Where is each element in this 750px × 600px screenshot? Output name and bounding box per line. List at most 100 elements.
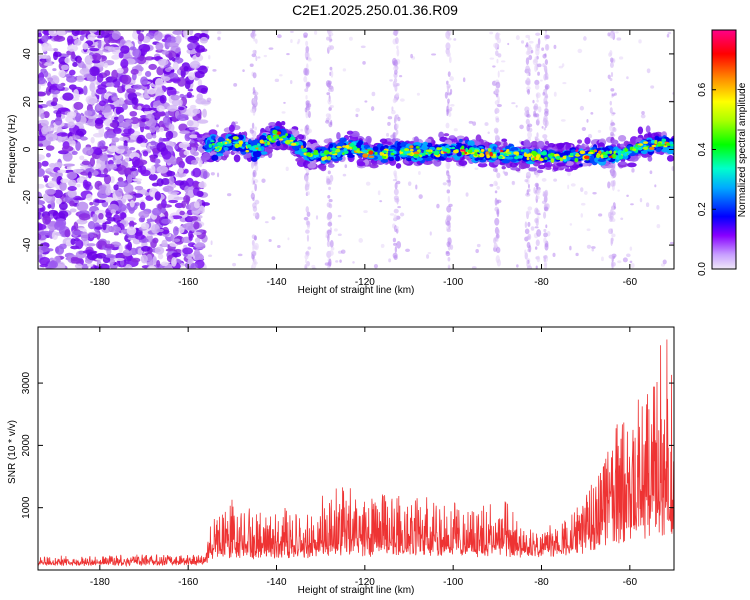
noise-blob	[140, 222, 150, 230]
noise-blob	[84, 110, 93, 117]
noise-blob	[160, 199, 167, 209]
colorbar-tick-label: 0.2	[697, 202, 708, 216]
noise-blob	[107, 203, 119, 212]
noise-blob	[104, 243, 115, 249]
ridge-peak-blob	[312, 152, 319, 155]
noise-blob	[155, 126, 161, 133]
streak-blob	[609, 217, 613, 222]
noise-blob	[109, 226, 121, 233]
scatter-blob	[654, 184, 657, 188]
ridge-peak-blob	[284, 139, 291, 145]
noise-blob	[134, 185, 144, 191]
ridge-peak-blob	[639, 143, 643, 146]
streak-blob	[528, 245, 532, 253]
noise-blob	[39, 263, 48, 268]
ridge-peak-blob	[559, 157, 564, 162]
streak-blob	[447, 195, 451, 203]
scatter-blob	[484, 122, 489, 126]
noise-blob	[197, 79, 203, 88]
noise-blob	[67, 121, 76, 129]
scatter-blob	[489, 57, 495, 60]
ridge-peak-blob	[666, 142, 671, 147]
ridge-halo-blob	[536, 140, 545, 149]
noise-blob	[47, 203, 52, 209]
noise-blob	[189, 127, 199, 131]
scatter-blob	[342, 68, 347, 72]
noise-blob	[126, 88, 136, 94]
noise-blob	[136, 180, 142, 185]
noise-blob	[98, 184, 107, 190]
scatter-blob	[268, 239, 272, 242]
scatter-blob	[268, 47, 274, 50]
streak-blob	[535, 172, 539, 178]
scatter-blob	[616, 37, 622, 41]
scatter-blob	[620, 217, 624, 221]
scatter-blob	[410, 53, 413, 59]
noise-blob	[194, 237, 201, 244]
noise-blob	[189, 215, 198, 221]
noise-blob	[183, 30, 188, 38]
noise-blob	[188, 230, 193, 239]
noise-blob	[73, 89, 79, 98]
ridge-peak-blob	[281, 135, 287, 139]
streak-blob	[447, 237, 451, 242]
scatter-blob	[289, 79, 293, 85]
noise-blob	[197, 119, 209, 124]
streak-blob	[609, 124, 614, 132]
streak-blob	[328, 186, 332, 190]
scatter-blob	[579, 105, 585, 111]
noise-blob	[122, 194, 133, 200]
streak-blob	[253, 258, 256, 265]
streak-blob	[329, 45, 335, 50]
scatter-blob	[567, 184, 570, 190]
scatter-blob	[257, 56, 261, 59]
ridge-peak-blob	[517, 155, 524, 159]
streak-blob	[304, 183, 310, 191]
noise-blob	[53, 35, 66, 42]
streak-blob	[251, 32, 256, 40]
noise-blob	[79, 68, 91, 76]
streak-blob	[446, 179, 451, 183]
streak-blob	[447, 256, 451, 262]
ridge-peak-blob	[413, 151, 420, 155]
noise-blob	[193, 221, 200, 230]
streak-blob	[394, 172, 397, 179]
spectrogram-x-tick-label: -80	[534, 277, 549, 288]
scatter-blob	[462, 77, 466, 83]
ridge-halo-blob	[666, 154, 674, 162]
ridge-halo-blob	[629, 155, 639, 162]
noise-blob	[75, 112, 82, 123]
ridge-peak-blob	[554, 153, 558, 157]
ridge-core-blob	[372, 146, 379, 152]
streak-blob	[254, 164, 259, 172]
streak-blob	[327, 234, 330, 242]
noise-blob	[81, 263, 89, 269]
noise-blob	[136, 55, 147, 65]
noise-blob	[73, 221, 79, 231]
noise-blob	[55, 218, 67, 228]
streak-blob	[536, 255, 541, 263]
ridge-peak-blob	[428, 151, 433, 155]
noise-blob	[106, 240, 111, 244]
noise-blob	[173, 238, 181, 243]
noise-blob	[70, 258, 83, 264]
noise-blob	[120, 212, 127, 219]
streak-blob	[493, 180, 498, 187]
noise-blob	[65, 239, 72, 247]
ridge-core-blob	[622, 154, 629, 160]
streak-blob	[610, 131, 614, 137]
noise-blob	[113, 184, 119, 191]
streak-blob	[607, 181, 611, 189]
scatter-blob	[300, 128, 304, 132]
noise-blob	[198, 181, 207, 189]
noise-blob	[157, 253, 164, 260]
streak-blob	[446, 170, 450, 177]
streak-blob	[329, 239, 334, 248]
scatter-blob	[611, 169, 614, 172]
scatter-blob	[416, 92, 420, 96]
streak-blob	[446, 105, 449, 113]
scatter-blob	[638, 39, 642, 44]
scatter-blob	[370, 106, 375, 111]
ridge-halo-blob	[280, 121, 286, 126]
noise-blob	[66, 75, 78, 83]
